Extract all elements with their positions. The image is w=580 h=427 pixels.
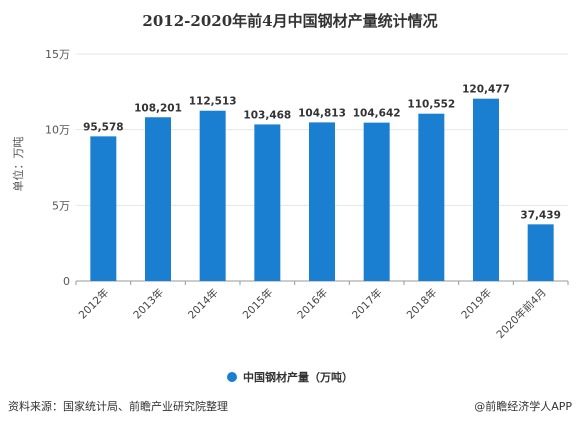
y-tick-label: 10万 [45, 124, 70, 137]
data-label: 104,642 [353, 108, 401, 120]
x-tick-label: 2012年 [76, 286, 112, 322]
data-label: 110,552 [407, 99, 455, 111]
x-tick-label: 2019年 [459, 286, 495, 322]
x-tick-label: 2014年 [185, 286, 221, 322]
credit-note: @前瞻经济学人APP [474, 400, 572, 413]
bar [418, 113, 445, 282]
bar [473, 98, 499, 282]
x-tick-label: 2013年 [131, 286, 167, 322]
x-tick-label: 2020年前4月 [494, 286, 549, 341]
bar [363, 122, 390, 281]
data-label: 95,578 [83, 121, 124, 133]
x-tick-label: 2018年 [404, 286, 440, 322]
source-note: 资料来源：国家统计局、前瞻产业研究院整理 [8, 400, 228, 413]
data-label: 103,468 [243, 109, 291, 121]
legend-label: 中国钢材产量（万吨） [243, 371, 353, 384]
bar [90, 136, 117, 281]
chart-title: 2012-2020年前4月中国钢材产量统计情况 [142, 12, 438, 30]
y-tick-label: 15万 [45, 48, 70, 61]
data-label: 104,813 [298, 107, 346, 119]
bar [199, 110, 226, 282]
data-label: 112,513 [189, 96, 237, 108]
legend-swatch [227, 372, 237, 382]
y-tick-label: 5万 [52, 199, 70, 212]
legend: 中国钢材产量（万吨） [0, 369, 580, 385]
bar [145, 117, 171, 281]
x-tick-label: 2015年 [240, 286, 276, 322]
bar [527, 224, 554, 281]
data-label: 120,477 [462, 84, 510, 96]
data-label: 108,201 [134, 102, 182, 114]
bar-layer [90, 98, 554, 282]
y-axis-label: 单位：万吨 [11, 137, 25, 192]
y-tick-label: 0 [63, 275, 70, 288]
x-tick-label: 2016年 [295, 286, 331, 322]
bar [254, 124, 281, 281]
bar [309, 122, 335, 281]
x-tick-label: 2017年 [349, 286, 385, 322]
data-label: 37,439 [520, 209, 561, 221]
footer: 资料来源：国家统计局、前瞻产业研究院整理 @前瞻经济学人APP [8, 398, 572, 414]
